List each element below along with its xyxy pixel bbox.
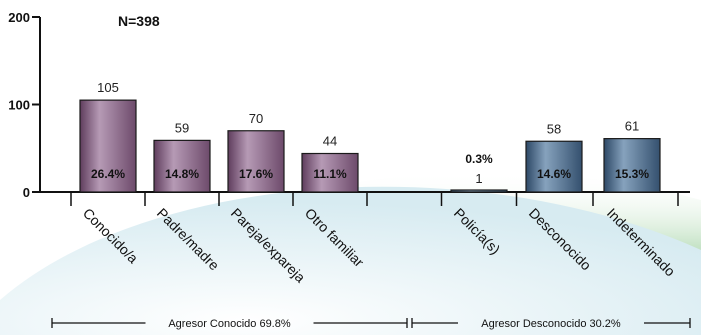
bar-value-label: 1: [475, 171, 482, 186]
bar-value-label: 70: [249, 111, 263, 126]
bar-percent-label: 11.1%: [313, 167, 347, 181]
bar: [525, 140, 583, 193]
bar-percent-label: 14.8%: [165, 167, 199, 181]
background-decoration: [0, 171, 701, 335]
bar-value-label: 61: [625, 119, 639, 134]
bar-value-label: 44: [323, 134, 337, 149]
bar-value-label: 105: [97, 80, 119, 95]
bar-percent-label: 26.4%: [91, 167, 125, 181]
bar: [603, 138, 661, 193]
group-brackets: Agresor Conocido 69.8% Agresor Desconocid…: [51, 318, 691, 330]
bar-value-label: 58: [547, 121, 561, 136]
y-tick-label: 0: [23, 185, 30, 200]
y-tick-label: 100: [8, 98, 30, 113]
bar-value-label: 59: [175, 120, 189, 135]
bar-percent-label: 14.6%: [537, 167, 571, 181]
sample-size-label: N=398: [118, 13, 160, 29]
bar: [450, 189, 508, 193]
bar: [227, 130, 285, 193]
data-labels: 105 26.4% 59 14.8% 70 17.6% 44 11.1% 1 0.3% 58 14.6…: [91, 80, 649, 186]
bar-percent-label: 17.6%: [239, 167, 273, 181]
bar: [153, 139, 211, 193]
bar: [301, 152, 359, 193]
bar-percent-label: 0.3%: [465, 152, 493, 166]
bar-percent-label: 15.3%: [615, 167, 649, 181]
pale-blue-arc: [0, 186, 701, 335]
group-label: Agresor Conocido 69.8%: [168, 318, 291, 330]
bar: [79, 99, 137, 193]
group-label: Agresor Desconocido 30.2%: [481, 318, 621, 330]
bars: [79, 99, 661, 193]
y-tick-label: 200: [8, 10, 30, 25]
